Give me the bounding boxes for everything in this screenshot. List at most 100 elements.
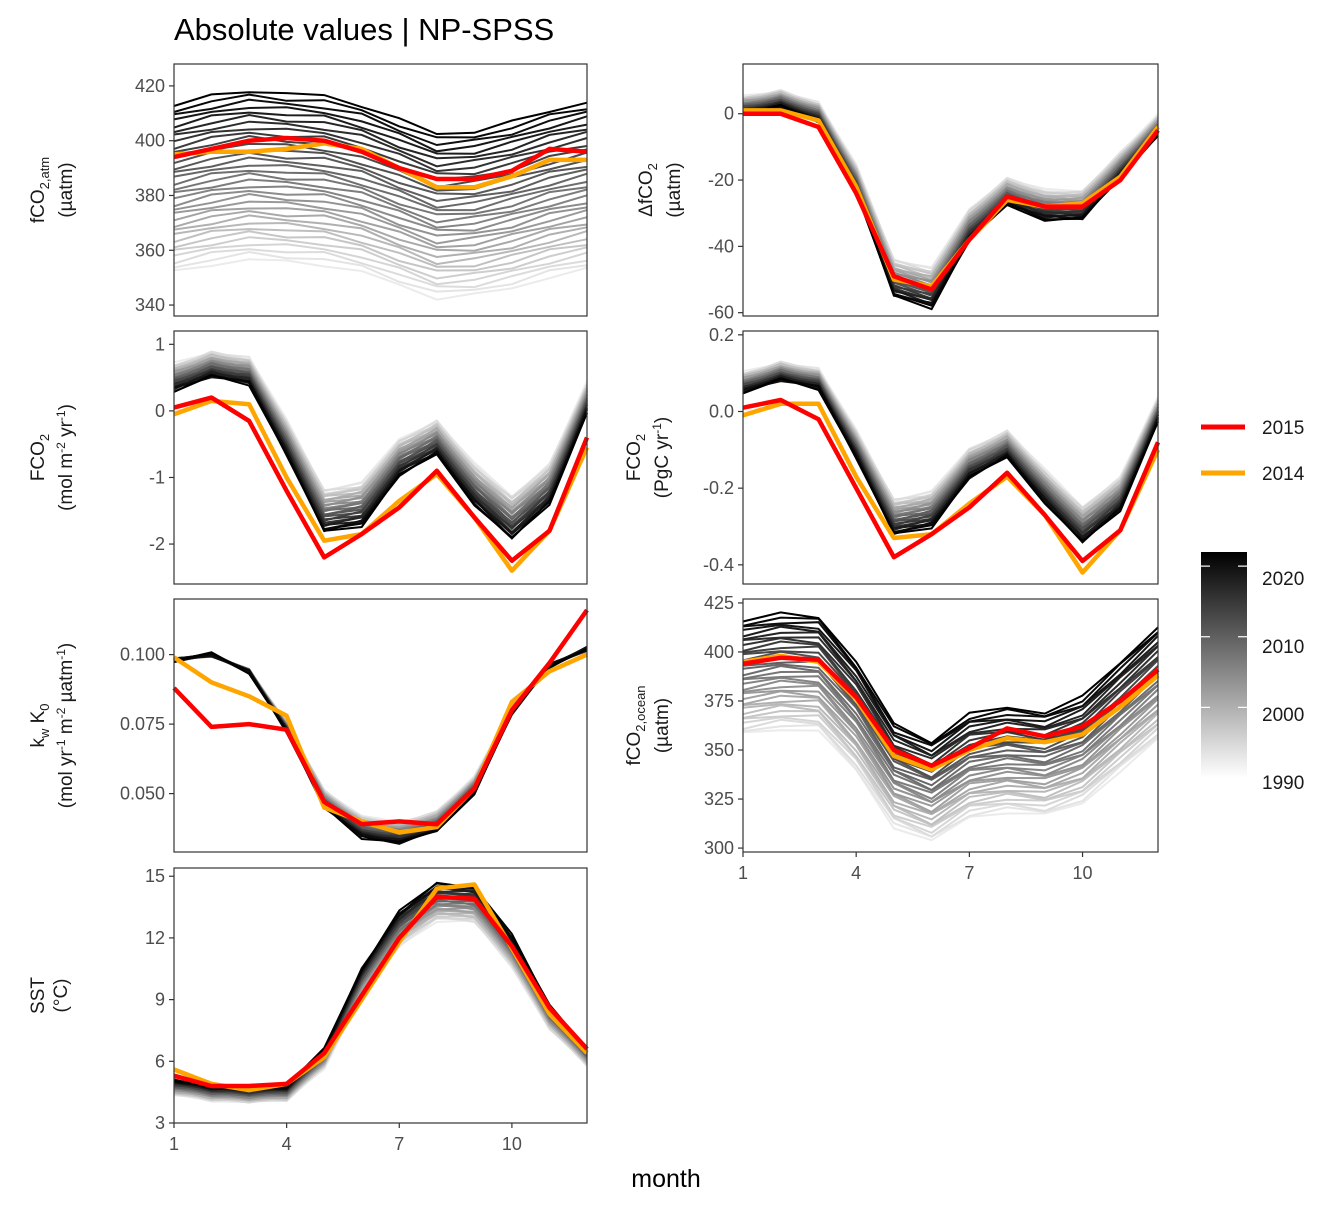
series-line-2015 <box>743 111 1160 292</box>
year-line-1992 <box>173 248 588 289</box>
panel-border <box>173 63 588 317</box>
year-line-1990 <box>173 258 588 301</box>
y-tick-label: -20 <box>708 170 734 190</box>
x-tick-label: 4 <box>851 863 861 883</box>
year-line-2001 <box>173 200 588 245</box>
colorbar-label-2010: 2010 <box>1262 637 1304 658</box>
x-tick-label: 10 <box>1073 863 1093 883</box>
y-tick-label: -1 <box>149 467 165 487</box>
y-tick-label: 6 <box>155 1051 165 1071</box>
panel-dfco2: -60 -40 -20 0 ΔfCO2 (µatm) <box>636 63 1160 323</box>
panel-sst: 3 6 9 12 15 1 4 7 10 SST (°C) <box>28 866 589 1154</box>
year-line-2000 <box>742 690 1159 814</box>
year-line-2007 <box>742 664 1159 792</box>
y-axis-label-kwk0: kw K0(mol yr-1 m-2 µatm-1) <box>28 643 77 808</box>
y-tick-label: -2 <box>149 534 165 554</box>
panel-kwk0: 0.050 0.075 0.100 kw K0(mol yr-1 m-2 µatm-1… <box>28 598 589 853</box>
year-line-1992 <box>742 718 1159 838</box>
y-axis-label-sst: SST (°C) <box>28 977 72 1014</box>
y-tick-label: 360 <box>135 240 165 260</box>
y-tick-label: 420 <box>135 76 165 96</box>
y-tick-label: 0.050 <box>120 784 165 804</box>
y-tick-label: 300 <box>704 838 734 858</box>
y-tick-label: 0 <box>155 401 165 421</box>
x-tick-label: 7 <box>964 863 974 883</box>
y-tick-label: 12 <box>145 928 165 948</box>
year-line-1999 <box>742 694 1159 815</box>
year-line-1994 <box>742 714 1159 828</box>
year-line-1999 <box>173 210 588 252</box>
y-axis-label-fco2_pgc: FCO2 (PgC yr-1) <box>624 417 673 498</box>
year-line-2020 <box>173 98 588 147</box>
y-tick-label: -60 <box>708 303 734 323</box>
panel-border <box>742 63 1159 317</box>
year-line-2016 <box>173 120 588 168</box>
y-axis-label-fco2_mol: FCO2(mol m-2 yr-1) <box>28 404 77 511</box>
series-line-2015 <box>742 397 1161 564</box>
year-line-2008 <box>173 164 588 209</box>
year-line-1991 <box>742 724 1159 838</box>
year-line-2008 <box>742 663 1159 787</box>
panel-fco2_mol: -2 -1 0 1 FCO2(mol m-2 yr-1) <box>28 330 590 585</box>
y-axis-label-fco2atm: fCO2,atm (µatm) <box>28 157 77 223</box>
y-tick-label: 9 <box>155 990 165 1010</box>
year-lines-fco2_pgc <box>742 360 1159 544</box>
year-line-2016 <box>742 636 1159 760</box>
y-tick-label: 375 <box>704 691 734 711</box>
colorbar-label-1990: 1990 <box>1262 773 1304 794</box>
colorbar <box>1201 552 1247 778</box>
y-tick-label: 0.0 <box>709 402 734 422</box>
x-tick-label: 4 <box>282 1134 292 1154</box>
series-line-2015 <box>742 655 1160 768</box>
panel-border <box>173 867 588 1124</box>
legend: 2015 2014 2020 2010 2000 1990 <box>1201 418 1305 794</box>
colorbar-label-2000: 2000 <box>1262 705 1304 726</box>
year-line-2020 <box>742 621 1159 747</box>
year-lines-fco2_mol <box>173 350 588 540</box>
year-line-2022 <box>742 377 1159 543</box>
y-tick-label: 0.075 <box>120 714 165 734</box>
colorbar-label-2020: 2020 <box>1262 569 1304 590</box>
year-line-2003 <box>742 679 1159 804</box>
colorbar-ticks <box>1201 565 1247 779</box>
x-tick-label: 10 <box>502 1134 522 1154</box>
y-tick-label: 0 <box>724 104 734 124</box>
year-line-2006 <box>173 172 588 216</box>
panel-fco2_pgc: -0.4 -0.2 0.0 0.2 FCO2 (PgC yr-1) <box>624 325 1161 585</box>
year-line-2022 <box>173 91 588 136</box>
year-line-2005 <box>742 675 1159 794</box>
y-tick-label: 350 <box>704 740 734 760</box>
y-tick-label: 0.100 <box>120 645 165 665</box>
y-tick-label: 1 <box>155 334 165 354</box>
year-line-1991 <box>173 250 588 293</box>
year-line-2014 <box>173 131 588 176</box>
year-lines-fco2atm <box>173 91 588 301</box>
y-tick-label: 400 <box>135 131 165 151</box>
series-line-2015 <box>173 135 588 182</box>
year-line-2006 <box>742 670 1159 792</box>
year-line-2014 <box>742 640 1159 769</box>
year-line-1996 <box>173 228 588 268</box>
year-line-2009 <box>173 156 588 203</box>
year-line-1996 <box>742 704 1159 826</box>
panel-border <box>173 330 588 585</box>
panel-fco2ocean: 300 325 350 375 400 425 1 4 7 10 fCO2,ocean (µatm) <box>624 593 1160 883</box>
x-tick-label: 7 <box>394 1134 404 1154</box>
year-line-1990 <box>742 729 1159 842</box>
series-line-2014 <box>173 398 590 573</box>
chart-title: Absolute values | NP-SPSS <box>174 12 554 47</box>
year-line-2005 <box>173 178 588 224</box>
y-tick-label: 15 <box>145 866 165 886</box>
y-tick-label: 340 <box>135 295 165 315</box>
year-line-1993 <box>173 243 588 286</box>
series-line-2015 <box>173 395 590 563</box>
y-tick-label: 425 <box>704 593 734 613</box>
y-tick-label: -0.2 <box>703 478 734 498</box>
year-line-2021 <box>742 616 1159 746</box>
year-line-2019 <box>173 106 588 153</box>
year-line-2001 <box>742 689 1159 808</box>
panel-border <box>173 598 588 853</box>
legend-label-2015: 2015 <box>1262 418 1304 439</box>
x-axis-label: month <box>631 1165 700 1193</box>
